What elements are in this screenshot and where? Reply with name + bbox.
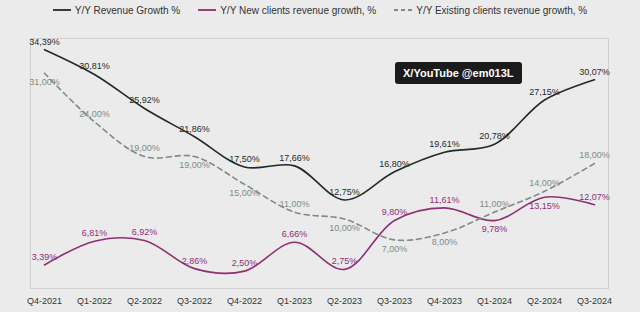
svg-text:Q4-2021: Q4-2021 (27, 296, 62, 306)
svg-text:Q3-2022: Q3-2022 (177, 296, 212, 306)
svg-text:16,80%: 16,80% (379, 159, 410, 169)
svg-text:Q1-2023: Q1-2023 (277, 296, 312, 306)
svg-text:9,80%: 9,80% (382, 207, 408, 217)
svg-text:6,66%: 6,66% (282, 229, 308, 239)
svg-text:13,15%: 13,15% (529, 201, 560, 211)
svg-text:19,00%: 19,00% (179, 160, 210, 170)
svg-text:2,75%: 2,75% (332, 256, 358, 266)
svg-text:Q4-2023: Q4-2023 (427, 296, 462, 306)
svg-text:6,81%: 6,81% (82, 228, 108, 238)
svg-text:10,00%: 10,00% (329, 223, 360, 233)
svg-text:9,78%: 9,78% (482, 224, 508, 234)
svg-text:15,00%: 15,00% (229, 188, 260, 198)
svg-text:30,07%: 30,07% (579, 67, 610, 77)
svg-text:Q3-2023: Q3-2023 (377, 296, 412, 306)
html-text:Y/Y New clients revenue growth: Y/Y New clients revenue growth, % (220, 4, 377, 16)
svg-text:17,50%: 17,50% (229, 154, 260, 164)
svg-text:14,00%: 14,00% (529, 178, 560, 188)
svg-text:6,92%: 6,92% (132, 227, 158, 237)
svg-text:17,66%: 17,66% (279, 153, 310, 163)
svg-text:27,15%: 27,15% (529, 87, 560, 97)
svg-text:25,92%: 25,92% (129, 95, 160, 105)
svg-text:3,39%: 3,39% (32, 252, 58, 262)
svg-text:34,39%: 34,39% (29, 37, 60, 47)
svg-text:19,00%: 19,00% (129, 143, 160, 153)
svg-text:8,00%: 8,00% (432, 237, 458, 247)
svg-text:Q2-2022: Q2-2022 (127, 296, 162, 306)
svg-text:Q3-2024: Q3-2024 (577, 296, 612, 306)
svg-text:30,81%: 30,81% (79, 61, 110, 71)
svg-text:Q2-2024: Q2-2024 (527, 296, 562, 306)
html-text:Y/Y Revenue Growth %: Y/Y Revenue Growth % (74, 4, 181, 16)
svg-text:Q2-2023: Q2-2023 (327, 296, 362, 306)
svg-text:21,86%: 21,86% (179, 124, 210, 134)
svg-text:19,61%: 19,61% (429, 139, 460, 149)
html-text:Y/Y Existing clients revenue g: Y/Y Existing clients revenue growth, % (416, 4, 588, 16)
svg-text:24,00%: 24,00% (79, 109, 110, 119)
svg-text:11,00%: 11,00% (280, 199, 310, 209)
svg-text:31,00%: 31,00% (29, 77, 60, 87)
svg-text:11,61%: 11,61% (430, 195, 460, 205)
svg-text:18,00%: 18,00% (579, 150, 610, 160)
svg-text:12,75%: 12,75% (329, 187, 360, 197)
svg-text:2,50%: 2,50% (232, 258, 258, 268)
svg-text:7,00%: 7,00% (382, 244, 408, 254)
svg-text:Q1-2024: Q1-2024 (477, 296, 512, 306)
svg-text:12,07%: 12,07% (579, 192, 610, 202)
svg-text:20,78%: 20,78% (479, 131, 510, 141)
svg-text:2,86%: 2,86% (182, 256, 208, 266)
svg-text:Q4-2022: Q4-2022 (227, 296, 262, 306)
html-text:X/YouTube @em013L: X/YouTube @em013L (403, 67, 514, 79)
svg-text:Q1-2022: Q1-2022 (77, 296, 112, 306)
svg-text:11,00%: 11,00% (480, 199, 510, 209)
